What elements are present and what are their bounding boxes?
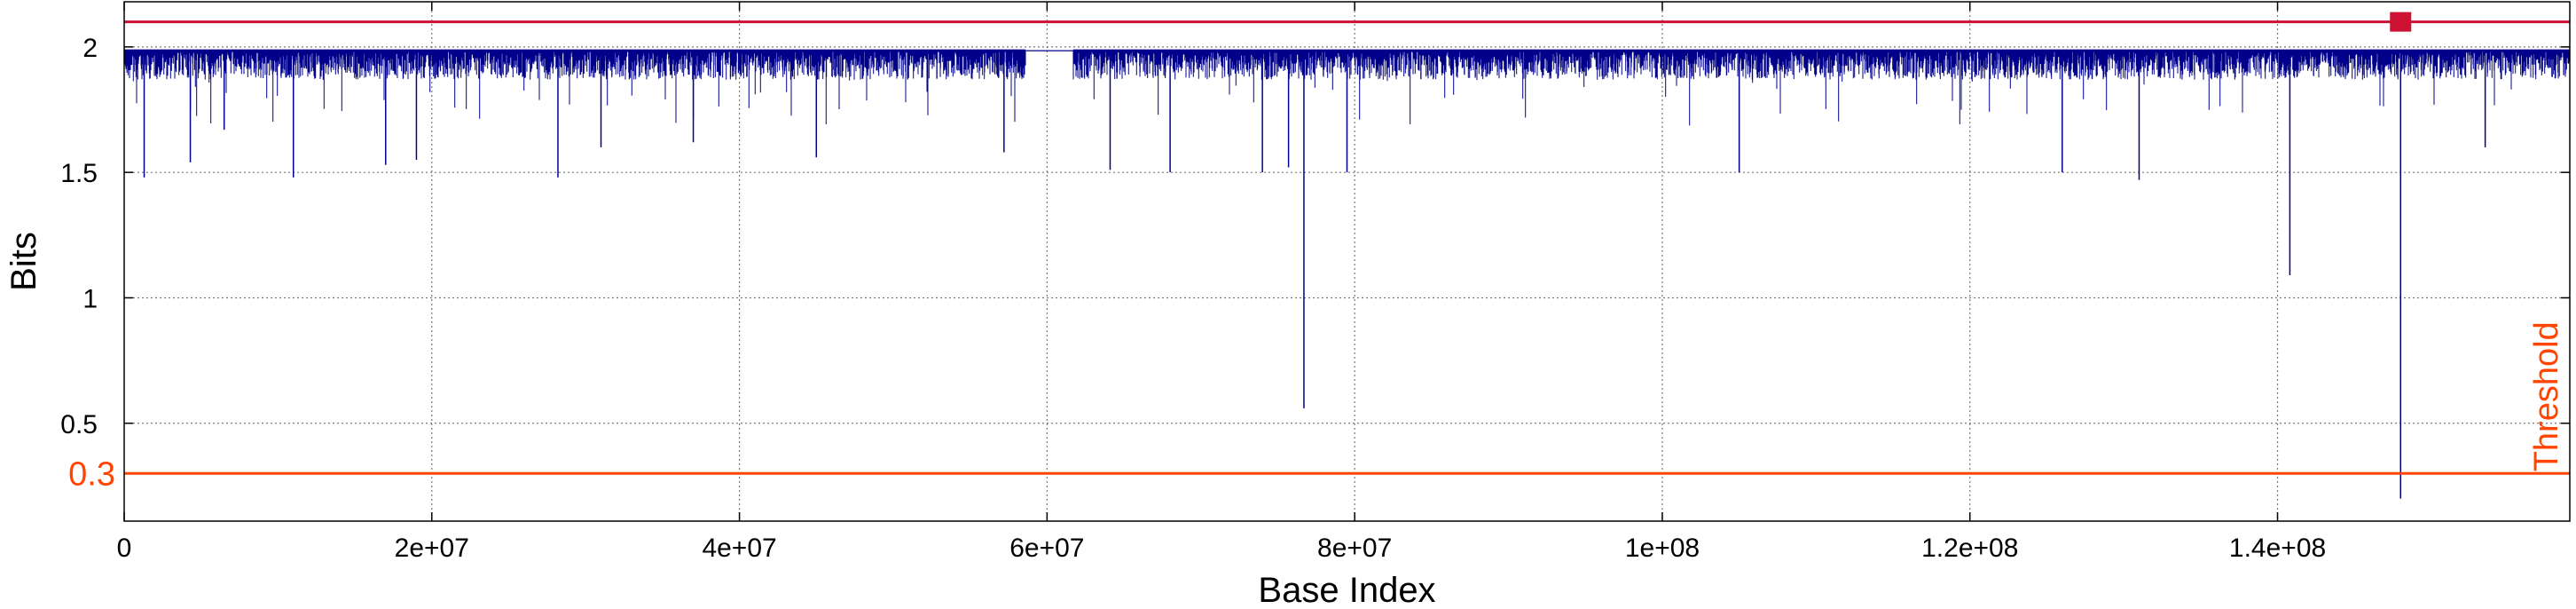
x-tick-label: 1.2e+08: [1921, 534, 2018, 563]
y-axis-label: Bits: [4, 232, 43, 291]
y-tick-label: 1: [82, 284, 98, 313]
y-tick-label: 1.5: [60, 159, 98, 188]
plot-frame: [123, 1, 2571, 522]
x-axis-label: Base Index: [1258, 571, 1435, 609]
reference-lines: 0.3 Threshold: [68, 12, 2570, 493]
x-tick-label: 2e+07: [395, 534, 469, 563]
threshold-label: Threshold: [2528, 321, 2565, 471]
x-tick-label: 0: [117, 534, 132, 563]
entropy-series: [123, 49, 2571, 499]
y-axis-ticks: 0.5 1 1.5 2: [60, 34, 2570, 439]
x-tick-label: 1e+08: [1625, 534, 1700, 563]
x-tick-label: 4e+07: [702, 534, 776, 563]
y-tick-label: 2: [82, 34, 98, 63]
marker-square: [2390, 12, 2412, 32]
y-tick-label: 0.5: [60, 410, 98, 439]
x-tick-label: 1.4e+08: [2229, 534, 2326, 563]
x-tick-label: 6e+07: [1009, 534, 1084, 563]
threshold-value-label: 0.3: [68, 455, 115, 493]
x-tick-label: 8e+07: [1317, 534, 1392, 563]
x-axis-ticks: 0 2e+07 4e+07 6e+07 8e+07 1e+08 1.2e+08 1.4e+08: [117, 2, 2326, 563]
